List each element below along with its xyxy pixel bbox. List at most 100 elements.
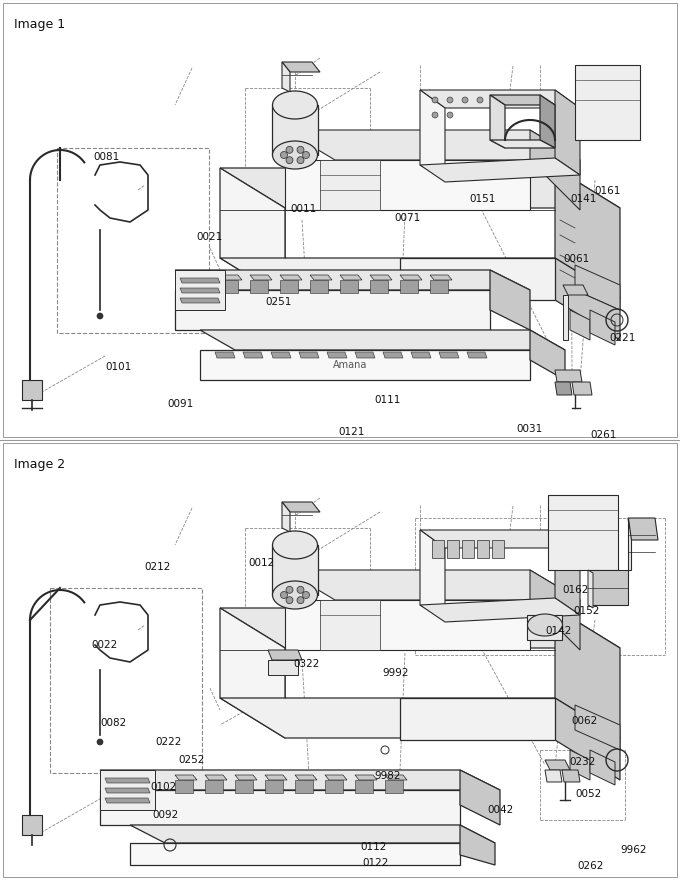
Polygon shape (575, 65, 640, 140)
Text: 0021: 0021 (196, 232, 222, 242)
Polygon shape (220, 608, 620, 648)
Polygon shape (220, 168, 620, 208)
Polygon shape (250, 275, 272, 280)
Polygon shape (548, 495, 618, 570)
Text: 9982: 9982 (374, 771, 401, 781)
Text: 0261: 0261 (590, 430, 616, 440)
Circle shape (432, 97, 438, 103)
Polygon shape (563, 285, 588, 295)
Polygon shape (243, 352, 263, 358)
Polygon shape (282, 502, 320, 512)
Text: 0011: 0011 (290, 204, 316, 214)
Polygon shape (575, 265, 620, 310)
Polygon shape (628, 518, 658, 540)
Polygon shape (530, 570, 580, 650)
Polygon shape (555, 90, 580, 175)
Polygon shape (235, 780, 253, 793)
Polygon shape (555, 168, 620, 298)
Ellipse shape (273, 581, 318, 609)
Polygon shape (285, 160, 530, 210)
Polygon shape (325, 780, 343, 793)
Polygon shape (555, 698, 620, 780)
Polygon shape (563, 295, 568, 340)
Polygon shape (200, 330, 565, 350)
Polygon shape (180, 298, 220, 303)
Polygon shape (282, 62, 290, 92)
Polygon shape (205, 780, 223, 793)
Text: 0252: 0252 (178, 755, 205, 765)
Circle shape (303, 591, 309, 598)
Circle shape (97, 739, 103, 745)
Circle shape (303, 151, 309, 158)
Polygon shape (432, 540, 444, 558)
Text: 0022: 0022 (91, 640, 117, 650)
Polygon shape (383, 352, 403, 358)
Text: 0122: 0122 (362, 858, 388, 868)
Polygon shape (555, 608, 620, 738)
Polygon shape (235, 775, 257, 780)
Polygon shape (385, 775, 407, 780)
Polygon shape (628, 518, 631, 570)
Polygon shape (327, 352, 347, 358)
Polygon shape (540, 95, 555, 148)
Polygon shape (400, 698, 555, 740)
Polygon shape (265, 780, 283, 793)
Polygon shape (420, 530, 580, 548)
Polygon shape (460, 770, 500, 825)
Polygon shape (220, 258, 620, 298)
Polygon shape (220, 608, 285, 738)
Text: 0161: 0161 (594, 186, 620, 196)
Polygon shape (340, 280, 358, 293)
Circle shape (286, 157, 293, 164)
Text: 0322: 0322 (293, 659, 320, 669)
Polygon shape (220, 698, 620, 738)
Text: 0212: 0212 (144, 562, 171, 572)
Text: 0162: 0162 (562, 585, 588, 595)
Text: 0052: 0052 (575, 789, 601, 799)
Polygon shape (175, 775, 197, 780)
Text: 0222: 0222 (155, 737, 182, 747)
Polygon shape (530, 330, 565, 380)
Polygon shape (530, 130, 580, 210)
Polygon shape (295, 775, 317, 780)
Polygon shape (527, 615, 562, 640)
Polygon shape (220, 168, 285, 298)
Polygon shape (562, 770, 580, 782)
Text: 0152: 0152 (573, 606, 599, 616)
Polygon shape (280, 275, 302, 280)
Polygon shape (490, 95, 555, 105)
Text: 0092: 0092 (152, 810, 178, 820)
Circle shape (297, 146, 304, 153)
Polygon shape (420, 90, 445, 178)
Polygon shape (477, 540, 489, 558)
Text: 0101: 0101 (105, 362, 131, 372)
Polygon shape (340, 275, 362, 280)
Circle shape (280, 591, 288, 598)
Bar (3, 443, 677, 877)
Polygon shape (265, 775, 287, 780)
Text: 0102: 0102 (150, 782, 176, 792)
Polygon shape (447, 540, 459, 558)
Polygon shape (175, 780, 193, 793)
Polygon shape (430, 280, 448, 293)
Polygon shape (588, 570, 593, 608)
Text: 0151: 0151 (469, 194, 495, 204)
Text: Image 2: Image 2 (14, 458, 65, 471)
Text: 0121: 0121 (338, 427, 364, 437)
Circle shape (462, 97, 468, 103)
Polygon shape (545, 770, 562, 782)
Polygon shape (572, 382, 592, 395)
Text: 0221: 0221 (609, 333, 635, 343)
Polygon shape (105, 788, 150, 793)
Polygon shape (590, 750, 615, 785)
Circle shape (297, 157, 304, 164)
Polygon shape (310, 275, 332, 280)
Text: Image 1: Image 1 (14, 18, 65, 31)
Polygon shape (100, 790, 460, 825)
Polygon shape (100, 770, 155, 810)
Polygon shape (467, 352, 487, 358)
Ellipse shape (273, 91, 318, 119)
Circle shape (286, 597, 293, 604)
Circle shape (432, 112, 438, 118)
Polygon shape (272, 105, 318, 155)
